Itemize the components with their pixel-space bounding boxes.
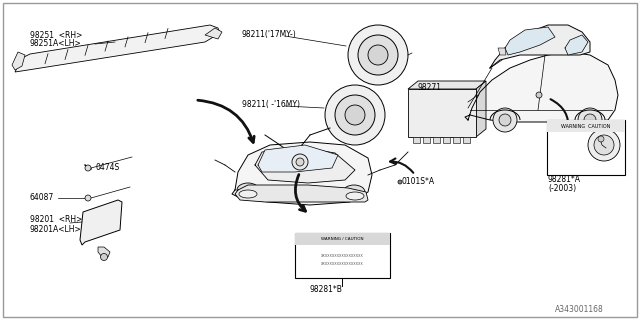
- Bar: [423, 137, 430, 143]
- Circle shape: [100, 253, 108, 260]
- Polygon shape: [498, 48, 506, 55]
- Circle shape: [292, 154, 308, 170]
- Text: 98281*B: 98281*B: [310, 285, 343, 294]
- Text: WARNING / CAUTION: WARNING / CAUTION: [321, 237, 364, 241]
- Circle shape: [368, 45, 388, 65]
- Text: 98271: 98271: [418, 83, 442, 92]
- Bar: [295, 233, 390, 278]
- Circle shape: [398, 180, 402, 184]
- Circle shape: [325, 85, 385, 145]
- Bar: [547, 120, 625, 132]
- Bar: [463, 137, 470, 143]
- Polygon shape: [258, 145, 338, 172]
- Bar: [453, 137, 460, 143]
- Text: A343001168: A343001168: [555, 306, 604, 315]
- Polygon shape: [15, 25, 220, 72]
- Circle shape: [345, 105, 365, 125]
- Text: 0474S: 0474S: [95, 164, 119, 172]
- Text: 98251A<LH>: 98251A<LH>: [30, 38, 82, 47]
- Circle shape: [584, 114, 596, 126]
- Text: 98281*A: 98281*A: [548, 175, 581, 185]
- Polygon shape: [80, 200, 122, 245]
- Bar: [443, 137, 450, 143]
- Polygon shape: [490, 25, 590, 68]
- Text: 0101S*A: 0101S*A: [402, 178, 435, 187]
- Bar: [413, 137, 420, 143]
- Text: 98211( -'16MY): 98211( -'16MY): [242, 100, 300, 108]
- Polygon shape: [232, 142, 372, 205]
- Polygon shape: [408, 81, 486, 89]
- Polygon shape: [565, 35, 588, 55]
- Circle shape: [335, 95, 375, 135]
- Circle shape: [85, 195, 91, 201]
- Text: 64087: 64087: [30, 194, 54, 203]
- Circle shape: [499, 114, 511, 126]
- Ellipse shape: [346, 192, 364, 200]
- Polygon shape: [235, 185, 368, 202]
- Text: (-2003): (-2003): [548, 183, 576, 193]
- Circle shape: [348, 25, 408, 85]
- Text: WARNING  CAUTION: WARNING CAUTION: [561, 124, 611, 129]
- Circle shape: [588, 129, 620, 161]
- Polygon shape: [465, 52, 618, 122]
- Text: XXXXXXXXXXXXXXXXXX: XXXXXXXXXXXXXXXXXX: [321, 262, 364, 266]
- Ellipse shape: [237, 183, 259, 197]
- Polygon shape: [205, 28, 222, 39]
- Text: 98201A<LH>: 98201A<LH>: [30, 225, 82, 234]
- Circle shape: [578, 108, 602, 132]
- Text: XXXXXXXXXXXXXXXXXX: XXXXXXXXXXXXXXXXXX: [321, 254, 364, 258]
- Circle shape: [598, 136, 604, 142]
- Bar: [433, 137, 440, 143]
- Polygon shape: [505, 27, 555, 55]
- Text: 98201  <RH>: 98201 <RH>: [30, 215, 83, 225]
- Polygon shape: [255, 147, 355, 183]
- Polygon shape: [476, 81, 486, 137]
- Circle shape: [85, 165, 91, 171]
- Circle shape: [536, 92, 542, 98]
- Bar: [295, 233, 390, 245]
- Polygon shape: [12, 52, 25, 70]
- Ellipse shape: [343, 185, 365, 199]
- Circle shape: [594, 135, 614, 155]
- Bar: [408, 89, 476, 137]
- Text: 98251  <RH>: 98251 <RH>: [30, 30, 83, 39]
- Polygon shape: [98, 247, 110, 257]
- Circle shape: [358, 35, 398, 75]
- Circle shape: [493, 108, 517, 132]
- Ellipse shape: [239, 190, 257, 198]
- Circle shape: [296, 158, 304, 166]
- Bar: [547, 120, 625, 175]
- Text: 98211('17MY-): 98211('17MY-): [242, 29, 297, 38]
